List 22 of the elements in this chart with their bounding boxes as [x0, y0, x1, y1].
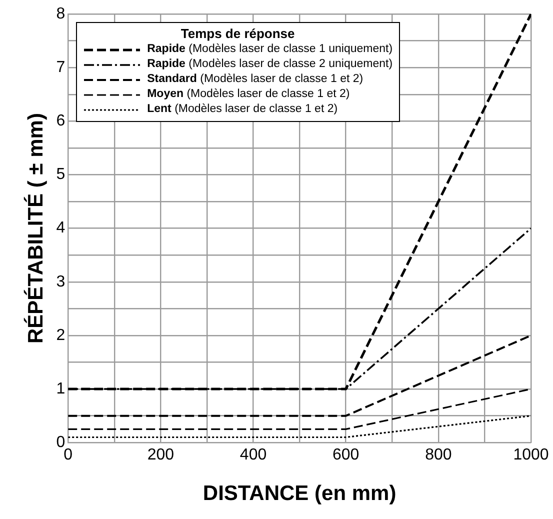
x-tick-label: 800 [425, 446, 452, 464]
y-tick-label: 2 [56, 326, 66, 344]
y-tick-label: 3 [56, 273, 66, 290]
legend-label: Standard (Modèles laser de classe 1 et 2) [147, 72, 364, 87]
legend-title: Temps de réponse [180, 26, 296, 41]
y-axis-title: RÉPÉTABILITÉ ( ± mm) [23, 113, 48, 344]
legend-label: Moyen (Modèles laser de classe 1 et 2) [147, 87, 350, 102]
y-tick-label: 0 [56, 434, 66, 452]
x-tick-label: 400 [240, 446, 267, 464]
y-tick-label: 8 [56, 5, 66, 22]
y-tick-label: 6 [56, 112, 66, 130]
x-tick-label: 1000 [513, 446, 549, 464]
x-axis-title: DISTANCE (en mm) [202, 482, 396, 506]
x-tick-label: 200 [147, 446, 174, 464]
y-tick-label: 5 [56, 166, 66, 184]
y-tick-label: 7 [56, 58, 66, 76]
y-tick-label: 4 [56, 220, 66, 237]
y-tick-label: 1 [56, 380, 66, 398]
legend-label: Rapide (Modèles laser de classe 2 uniquement) [147, 57, 393, 72]
legend-label: Lent (Modèles laser de classe 1 et 2) [147, 102, 338, 117]
x-tick-label: 600 [332, 446, 360, 464]
legend-label: Rapide (Modèles laser de classe 1 uniquement) [147, 42, 393, 57]
